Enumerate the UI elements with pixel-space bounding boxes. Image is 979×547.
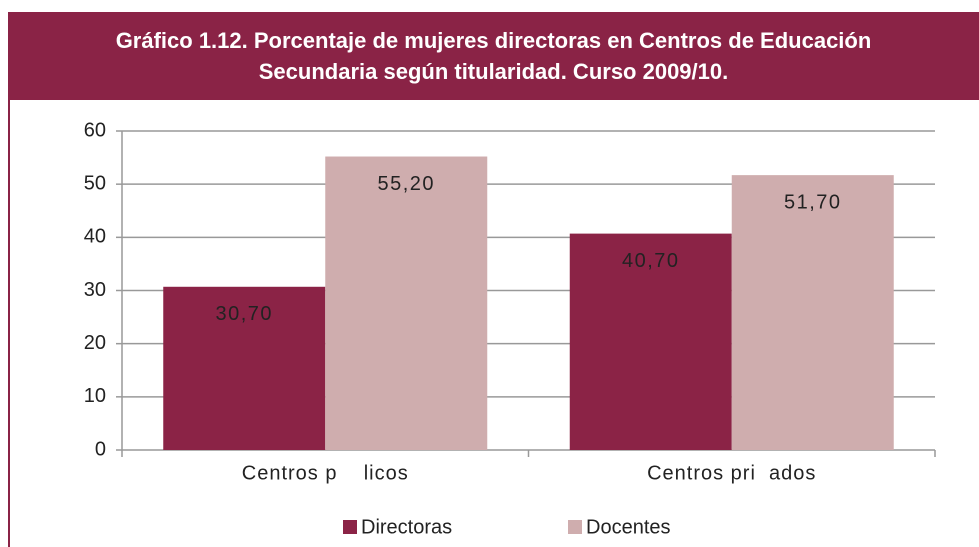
title-banner: Gráfico 1.12. Porcentaje de mujeres dire… [8, 12, 979, 100]
legend-swatch [568, 520, 582, 534]
bar [163, 286, 326, 450]
y-tick-label: 30 [84, 279, 106, 301]
chart-title: Gráfico 1.12. Porcentaje de mujeres dire… [115, 28, 872, 84]
legend-label: Docentes [586, 516, 671, 538]
data-label: 30,70 [215, 303, 273, 325]
x-tick-label: Centros pri ados [647, 462, 816, 484]
y-tick-label: 40 [84, 226, 106, 248]
y-tick-label: 20 [84, 332, 106, 354]
data-label: 40,70 [622, 250, 680, 272]
bar [325, 156, 488, 450]
legend-swatch [343, 520, 357, 534]
y-tick-label: 0 [95, 438, 106, 460]
y-tick-label: 50 [84, 172, 106, 194]
y-tick-label: 10 [84, 385, 106, 407]
bar [569, 233, 732, 450]
bar [731, 175, 894, 450]
data-label: 55,20 [377, 173, 435, 195]
x-tick-label: Centros p licos [242, 462, 409, 484]
legend-label: Directoras [361, 516, 452, 538]
frame-line [8, 100, 10, 547]
y-tick-label: 60 [84, 119, 106, 141]
data-label: 51,70 [784, 191, 842, 213]
